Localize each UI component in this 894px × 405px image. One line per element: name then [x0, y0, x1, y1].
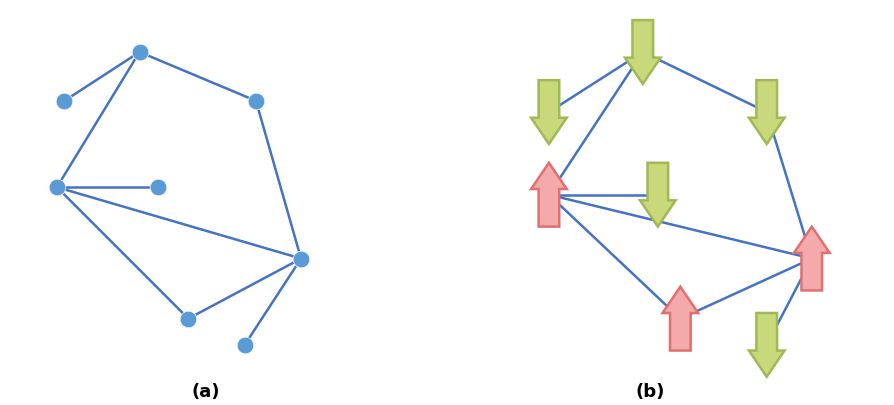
Text: (a): (a): [190, 383, 219, 401]
Polygon shape: [530, 80, 566, 144]
Text: (b): (b): [635, 383, 664, 401]
Polygon shape: [530, 163, 566, 227]
Polygon shape: [793, 227, 829, 290]
Polygon shape: [748, 313, 784, 377]
Polygon shape: [639, 163, 675, 227]
Polygon shape: [624, 20, 660, 84]
Polygon shape: [748, 80, 784, 144]
Polygon shape: [662, 287, 697, 351]
